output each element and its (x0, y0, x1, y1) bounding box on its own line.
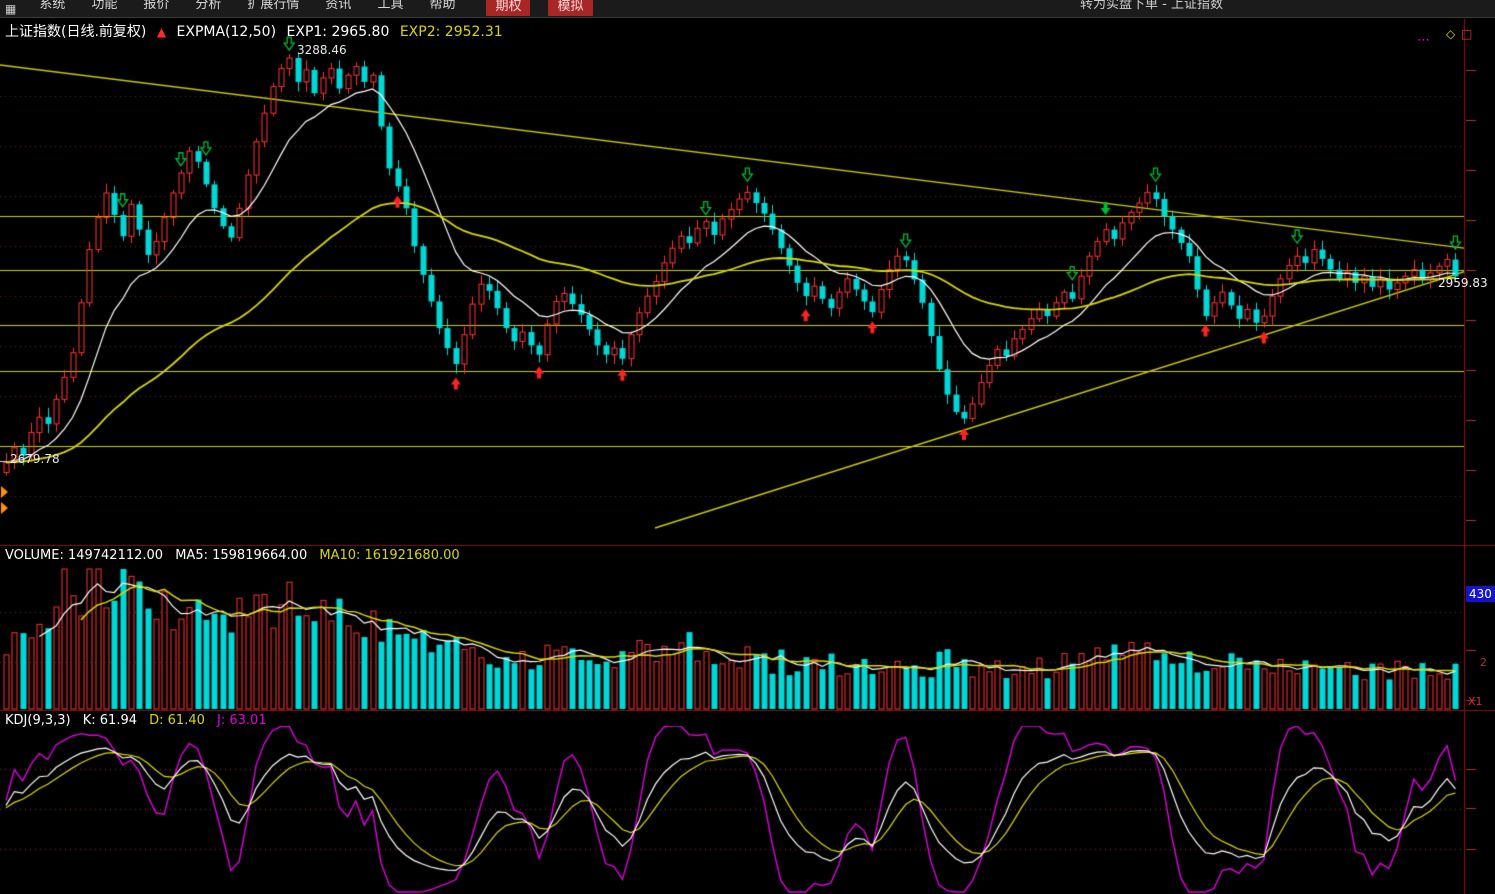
menu-item-options[interactable]: 期权 (486, 0, 531, 16)
chart-title: 上证指数(日线.前复权) (5, 24, 147, 40)
volume-ma10-value: MA10: 161921680.00 (319, 548, 460, 563)
menu-item-analysis[interactable]: 分析 (195, 0, 222, 12)
kdj-k-value: K: 61.94 (82, 713, 137, 728)
kdj-j-value: J: 63.01 (217, 713, 267, 728)
signal-up-arrow-icon: ▲ (156, 25, 167, 39)
menu-item-quote[interactable]: 报价 (143, 0, 170, 12)
volume-pane-header: VOLUME: 149742112.00 MA5: 159819664.00 M… (5, 548, 468, 563)
menu-item-help[interactable]: 帮助 (429, 0, 456, 12)
menu-item-simulate[interactable]: 模拟 (548, 0, 593, 16)
kdj-pane-header: KDJ(9,3,3) K: 61.94 D: 61.40 J: 63.01 (5, 713, 275, 728)
exp2-value: EXP2: 2952.31 (399, 24, 503, 40)
menu-bar: ▦ 系统 功能 报价 分析 扩展行情 资讯 工具 帮助 期权 模拟 转为实盘下单… (0, 0, 1495, 18)
volume-axis-tick: 2 (1480, 656, 1487, 669)
indicator-name[interactable]: EXPMA(12,50) (176, 24, 277, 40)
low-price-label: 2679.78 (10, 452, 60, 466)
last-price-label: 2959.83 (1438, 276, 1488, 290)
rectangle-tool-icon[interactable]: □ (1461, 27, 1473, 41)
volume-scale-label: X1 (1468, 695, 1483, 708)
menu-item-tools[interactable]: 工具 (377, 0, 404, 12)
menu-right-title: 转为实盘下单 - 上证指数 (1080, 0, 1223, 12)
high-price-label: 3288.46 (297, 43, 347, 57)
main-chart-header: 上证指数(日线.前复权) ▲ EXPMA(12,50) EXP1: 2965.8… (5, 21, 509, 41)
exp1-value: EXP1: 2965.80 (286, 24, 390, 40)
menu-item-system[interactable]: 系统 (39, 0, 66, 12)
more-dots-icon[interactable]: ⋯ (1417, 33, 1432, 48)
kdj-indicator-label[interactable]: KDJ(9,3,3) (5, 713, 71, 728)
volume-ma5-value: MA5: 159819664.00 (175, 548, 308, 563)
menu-item-function[interactable]: 功能 (91, 0, 118, 12)
volume-axis-badge: 430 (1466, 586, 1495, 602)
app-grid-icon[interactable]: ▦ (5, 2, 17, 16)
diamond-tool-icon[interactable]: ◇ (1446, 27, 1456, 41)
menu-item-info[interactable]: 资讯 (325, 0, 352, 12)
menu-item-ext-quote[interactable]: 扩展行情 (247, 0, 300, 12)
kdj-d-value: D: 61.40 (149, 713, 205, 728)
volume-value[interactable]: VOLUME: 149742112.00 (5, 548, 164, 563)
